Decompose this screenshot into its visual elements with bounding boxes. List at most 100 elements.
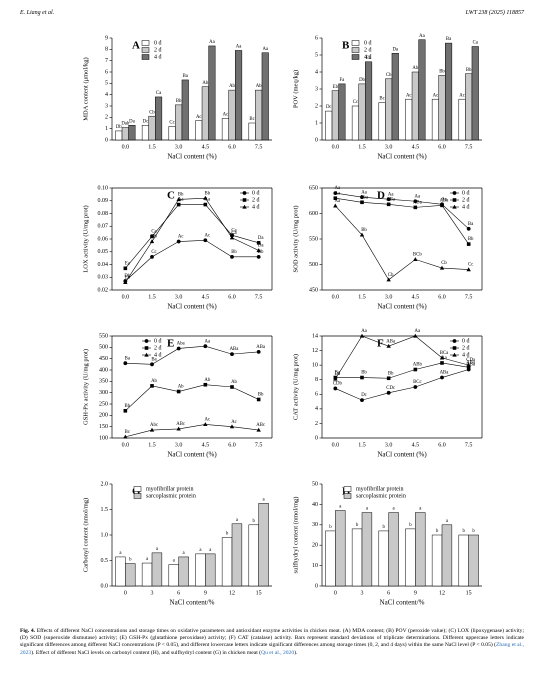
significance-letter: b — [409, 523, 412, 528]
marker — [413, 367, 418, 372]
bar — [378, 102, 386, 141]
significance-letter: BCc — [413, 380, 422, 385]
y-tick-label: 550 — [309, 236, 318, 242]
x-tick-label: 3.0 — [385, 294, 393, 300]
significance-letter: Cc — [151, 250, 156, 255]
marker — [230, 254, 234, 259]
significance-letter: Aa — [205, 339, 211, 344]
significance-letter: a — [173, 559, 176, 564]
bar — [325, 110, 333, 141]
x-tick-label: 4.5 — [202, 442, 210, 448]
legend-swatch — [343, 493, 352, 499]
significance-letter: b — [383, 525, 386, 530]
significance-letter: ABa — [386, 339, 396, 344]
bar — [155, 96, 163, 141]
bar — [195, 553, 206, 587]
significance-letter: a — [366, 507, 369, 512]
significance-letter: Ac — [459, 93, 465, 98]
legend-swatch — [351, 54, 360, 60]
y-tick-label: 0.10 — [98, 185, 109, 191]
significance-letter: a — [119, 551, 122, 556]
bar — [148, 115, 156, 141]
bar — [121, 127, 129, 141]
y-tick-label: 350 — [99, 379, 108, 385]
bar — [261, 52, 269, 141]
x-tick-label: 1.5 — [358, 294, 366, 300]
y-tick-label: 0.02 — [98, 287, 109, 293]
x-axis-title: NaCl content/% — [170, 599, 215, 607]
y-tick-label: 100 — [99, 435, 108, 441]
y-tick-label: 12 — [312, 348, 318, 354]
marker — [176, 426, 181, 431]
y-tick-label: 10 — [312, 563, 318, 569]
marker — [440, 375, 444, 380]
x-axis-title: NaCl content/% — [380, 599, 425, 607]
bar — [115, 130, 123, 141]
series-line — [125, 384, 259, 412]
y-tick-label: 10 — [312, 363, 318, 369]
significance-letter: a — [199, 548, 202, 553]
y-tick-label: 150 — [99, 424, 108, 430]
y-tick-label: 450 — [99, 356, 108, 362]
x-tick-label: 7.5 — [255, 294, 263, 300]
y-tick-label: 5 — [105, 81, 108, 87]
x-tick-label: 1.5 — [358, 442, 366, 448]
x-tick-label: 0.0 — [332, 144, 340, 150]
marker — [413, 205, 418, 210]
significance-letter: Bb — [439, 69, 445, 74]
significance-letter: Ac — [231, 420, 237, 425]
significance-letter: Ba — [151, 357, 157, 362]
significance-letter: Ba — [183, 74, 189, 79]
marker — [333, 376, 338, 381]
bar — [465, 73, 473, 141]
y-axis-title: Carbonyl content (nmol/mg) — [82, 498, 89, 572]
citation[interactable]: Zhang et al., 2023 — [20, 642, 524, 656]
x-axis-title: NaCl content (%) — [167, 451, 217, 459]
significance-letter: Ab — [204, 378, 210, 383]
legend-swatch — [133, 486, 142, 492]
x-tick-label: 6 — [387, 590, 390, 596]
chart: 0 10 20 30 40 50 0 3 6 9 12 15 NaCl content/% sulfhyd… — [292, 481, 482, 607]
bar — [445, 42, 453, 141]
significance-letter: Aa — [209, 40, 215, 45]
significance-letter: a — [156, 547, 159, 552]
significance-letter: Da — [258, 236, 264, 241]
significance-letter: Aba — [177, 342, 186, 347]
x-tick-label: 1.5 — [148, 294, 156, 300]
significance-letter: Db — [151, 235, 157, 240]
marker — [359, 232, 365, 237]
significance-letter: Eb — [333, 85, 339, 90]
y-tick-label: 450 — [309, 287, 318, 293]
x-tick-label: 6.0 — [228, 144, 236, 150]
significance-letter: CDa — [466, 358, 476, 363]
x-tick-label: 7.5 — [465, 144, 473, 150]
bar — [151, 552, 163, 587]
x-axis-title: NaCl content (%) — [377, 153, 427, 161]
significance-letter: Ac — [205, 233, 211, 238]
y-tick-label: 0.07 — [98, 224, 109, 230]
y-tick-label: 2.0 — [101, 481, 109, 487]
x-axis-title: NaCl content (%) — [167, 303, 217, 311]
bar — [418, 39, 426, 141]
significance-letter: ABa — [413, 200, 423, 205]
significance-letter: ABa — [466, 363, 476, 368]
journal-ref: LWT 238 (2025) 118857 — [465, 10, 524, 16]
legend-swatch — [141, 47, 150, 53]
y-tick-label: 4 — [105, 92, 108, 98]
bar — [388, 512, 399, 587]
x-tick-label: 6.0 — [438, 442, 446, 448]
y-tick-label: 2 — [315, 103, 318, 109]
marker — [149, 427, 155, 432]
significance-letter: a — [339, 505, 342, 510]
significance-letter: Bb — [178, 193, 184, 198]
bar — [351, 105, 359, 141]
y-axis-title: POV (meq/kg) — [292, 70, 299, 108]
significance-letter: Da — [258, 244, 264, 249]
legend-label: 4 d — [364, 54, 372, 60]
significance-letter: Bb — [388, 371, 394, 376]
citation[interactable]: Qu et al., 2020 — [261, 649, 295, 656]
y-tick-label: 0.05 — [98, 249, 109, 255]
significance-letter: Bb — [258, 250, 264, 255]
marker — [256, 248, 261, 253]
marker — [149, 239, 155, 244]
